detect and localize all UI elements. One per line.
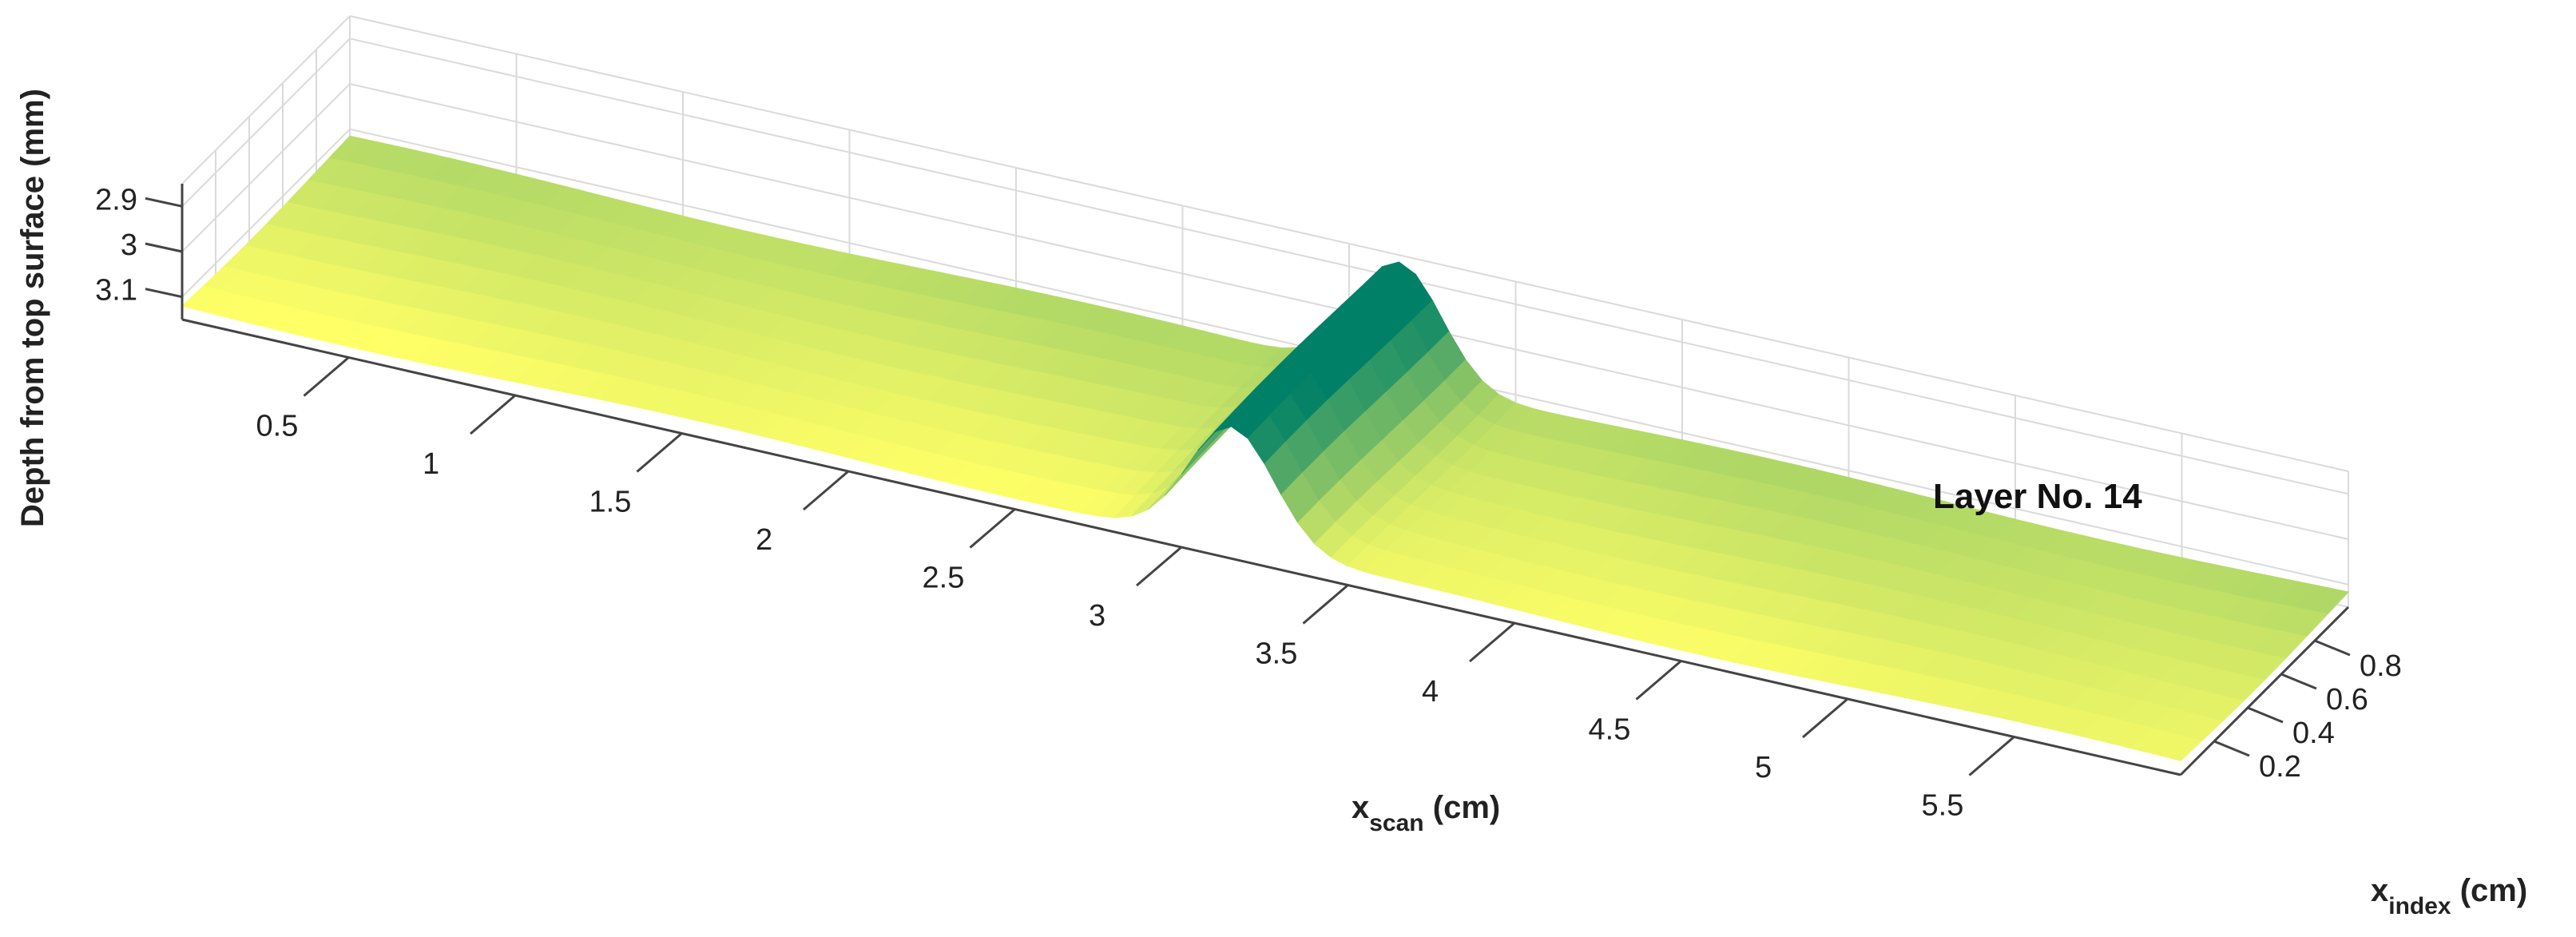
grid-line <box>181 38 351 208</box>
z-tick-label: 2.9 <box>95 183 137 216</box>
x-scan-tick <box>803 470 849 511</box>
x-scan-tick-label: 5 <box>1755 751 1772 784</box>
x-scan-tick-label: 4 <box>1422 675 1439 709</box>
x-index-tick <box>2280 673 2317 690</box>
grid-line <box>181 83 351 252</box>
x-scan-tick-label: 3 <box>1089 599 1105 633</box>
z-tick-label: 3.1 <box>95 274 137 308</box>
x-index-tick <box>2314 639 2351 657</box>
x-scan-tick <box>1469 621 1515 663</box>
grid-line <box>181 15 351 185</box>
grid-line <box>349 38 2349 495</box>
z-tick <box>145 288 183 299</box>
layer-annotation: Layer No. 14 <box>1933 477 2142 516</box>
z-tick <box>145 242 183 253</box>
x-index-tick-label: 0.8 <box>2360 649 2402 683</box>
x-scan-tick <box>1802 697 1848 739</box>
x-index-tick-label: 0.4 <box>2292 717 2335 750</box>
surface-layer <box>181 135 2350 761</box>
x-scan-tick-label: 2 <box>756 523 772 557</box>
x-scan-tick <box>470 394 516 435</box>
x-scan-tick <box>1635 660 1682 701</box>
x-index-tick-label: 0.6 <box>2326 683 2368 717</box>
grid-line <box>349 15 2349 472</box>
z-tick <box>145 197 183 208</box>
x-index-axis-title: xindex (cm) <box>2371 873 2527 919</box>
x-index-tick <box>2213 740 2250 757</box>
x-scan-tick-label: 1 <box>423 447 439 481</box>
surface-patch <box>2162 736 2203 761</box>
x-scan-axis-title: xscan (cm) <box>1352 790 1500 836</box>
x-scan-tick <box>1302 584 1349 625</box>
z-axis-title: Depth from top surface (mm) <box>15 89 50 527</box>
x-index-tick <box>2247 706 2284 724</box>
x-scan-tick-label: 2.5 <box>923 562 965 595</box>
x-index-tick-label: 0.2 <box>2259 750 2301 784</box>
x-scan-tick-label: 4.5 <box>1589 713 1631 747</box>
x-index-axis-line <box>2179 605 2350 776</box>
x-scan-tick <box>1136 546 1182 587</box>
grid-line <box>181 128 351 298</box>
label-layer: Layer No. 14 Depth from top surface (mm)… <box>15 89 2527 919</box>
x-scan-tick-label: 5.5 <box>1922 789 1964 823</box>
x-scan-tick-label: 3.5 <box>1256 637 1298 671</box>
x-scan-tick <box>969 508 1016 549</box>
x-scan-tick-label: 1.5 <box>589 486 632 519</box>
x-scan-tick-label: 0.5 <box>256 410 299 443</box>
x-scan-tick <box>303 356 350 397</box>
x-scan-tick <box>636 432 683 473</box>
z-tick-label: 3 <box>121 228 137 262</box>
x-scan-tick <box>1968 736 2015 776</box>
axes-layer: 0.5 1 1.5 2 2.5 3 3.5 4 4.5 5 5.5 0.20.40.60.8 2.9 3 3… <box>95 183 2402 822</box>
